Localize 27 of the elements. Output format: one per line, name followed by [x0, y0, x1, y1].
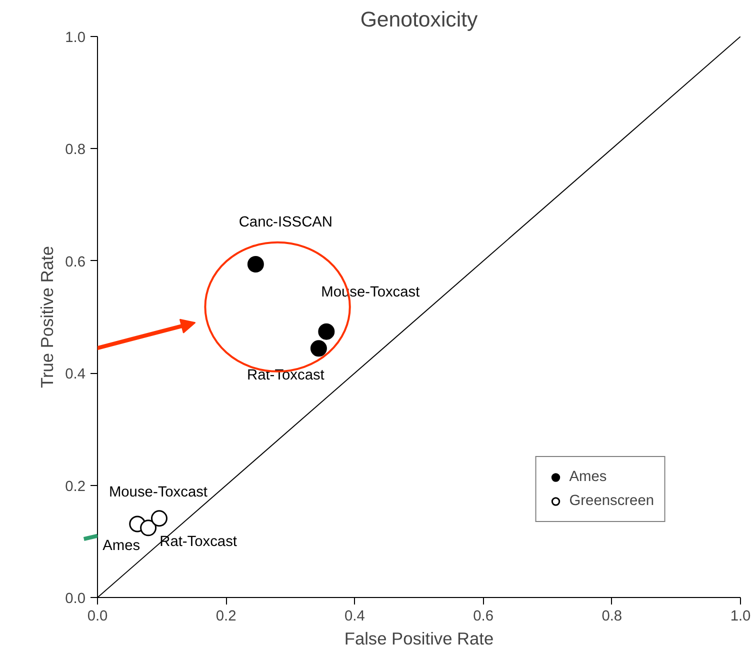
data-label: Rat-Toxcast [160, 534, 237, 550]
x-tick-label: 0.4 [344, 608, 365, 624]
x-tick-label: 0.6 [473, 608, 494, 624]
x-tick-label: 1.0 [730, 608, 751, 624]
data-label: Mouse-Toxcast [108, 484, 208, 500]
data-label: Canc-ISSCAN [238, 214, 333, 230]
legend-label: Ames [569, 469, 607, 485]
point [150, 510, 168, 527]
x-axis-title: False Positive Rate [344, 628, 494, 648]
x-tick-label: 0.2 [216, 608, 236, 624]
y-axis-title: True Positive Rate [37, 246, 58, 388]
data-label: Ames [102, 538, 140, 554]
y-tick-label: 1.0 [65, 30, 86, 46]
y-tick-label: 0.4 [65, 366, 86, 383]
y-tick-label: 0.8 [65, 142, 86, 158]
data-label: Rat-Toxcast [247, 367, 324, 384]
point [140, 520, 157, 536]
x-tick-label: 0.0 [87, 608, 108, 624]
point [318, 323, 335, 340]
chart-title: Genotoxicity [360, 8, 478, 32]
legend-label: Greenscreen [569, 493, 654, 509]
point [310, 340, 327, 357]
y-tick-label: 0.6 [65, 254, 86, 270]
point [247, 256, 264, 272]
y-tick-label: 0.0 [65, 591, 86, 607]
y-tick-label: 0.2 [65, 478, 86, 495]
x-tick-label: 0.8 [602, 608, 622, 624]
